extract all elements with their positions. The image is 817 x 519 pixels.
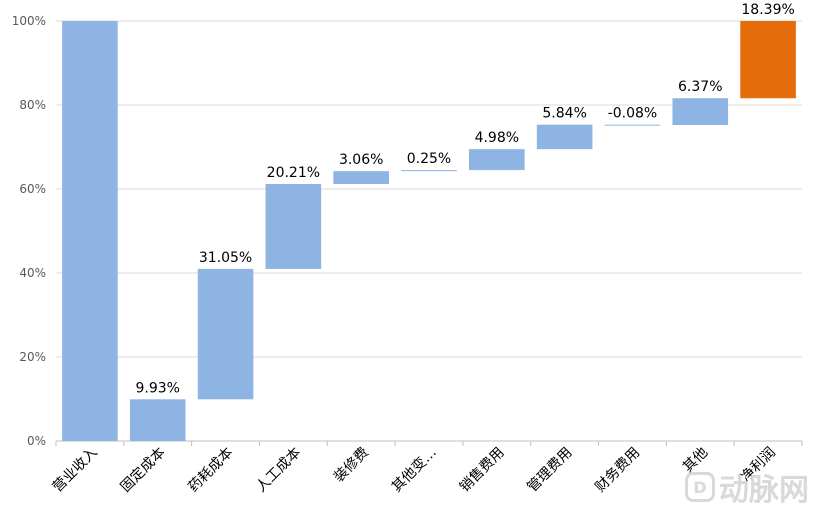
y-tick-label: 60% bbox=[19, 182, 46, 196]
data-label: 3.06% bbox=[339, 152, 383, 168]
x-tick-label: 人工成本 bbox=[253, 445, 304, 496]
y-tick-label: 100% bbox=[12, 14, 46, 28]
data-label: 31.05% bbox=[199, 250, 252, 266]
bar bbox=[604, 124, 661, 126]
bar bbox=[62, 21, 118, 441]
x-tick-label: 管理费用 bbox=[525, 445, 576, 496]
bar bbox=[129, 399, 186, 441]
y-tick-label: 20% bbox=[19, 350, 46, 364]
x-tick-label: 装修费 bbox=[331, 445, 372, 486]
x-tick-label: 营业收入 bbox=[50, 445, 101, 496]
watermark: D 动脉网 bbox=[685, 465, 809, 509]
x-tick-label: 其他变… bbox=[389, 445, 440, 496]
data-label: -0.08% bbox=[608, 106, 658, 122]
bar bbox=[333, 171, 389, 185]
bar bbox=[265, 184, 322, 269]
x-tick-label: 销售费用 bbox=[457, 445, 508, 496]
watermark-text: 动脉网 bbox=[719, 473, 809, 508]
watermark-logo-icon: D bbox=[685, 472, 715, 502]
x-tick-label: 药耗成本 bbox=[185, 445, 236, 496]
data-label: 6.37% bbox=[678, 79, 722, 95]
bar bbox=[536, 124, 593, 150]
bar bbox=[672, 98, 729, 125]
data-label: 18.39% bbox=[741, 2, 794, 18]
y-tick-label: 0% bbox=[27, 434, 46, 448]
data-label: 5.84% bbox=[542, 106, 586, 122]
bar bbox=[740, 21, 796, 99]
data-label: 4.98% bbox=[475, 130, 519, 146]
y-tick-label: 40% bbox=[19, 266, 46, 280]
data-label: 20.21% bbox=[267, 165, 320, 181]
data-label: 9.93% bbox=[135, 380, 179, 396]
x-tick-label: 财务费用 bbox=[592, 445, 643, 496]
x-tick-label: 固定成本 bbox=[118, 445, 169, 496]
data-label: 0.25% bbox=[407, 151, 451, 167]
bar bbox=[197, 268, 254, 400]
bar bbox=[401, 170, 457, 172]
y-tick-label: 80% bbox=[19, 98, 46, 112]
bar bbox=[469, 149, 525, 171]
